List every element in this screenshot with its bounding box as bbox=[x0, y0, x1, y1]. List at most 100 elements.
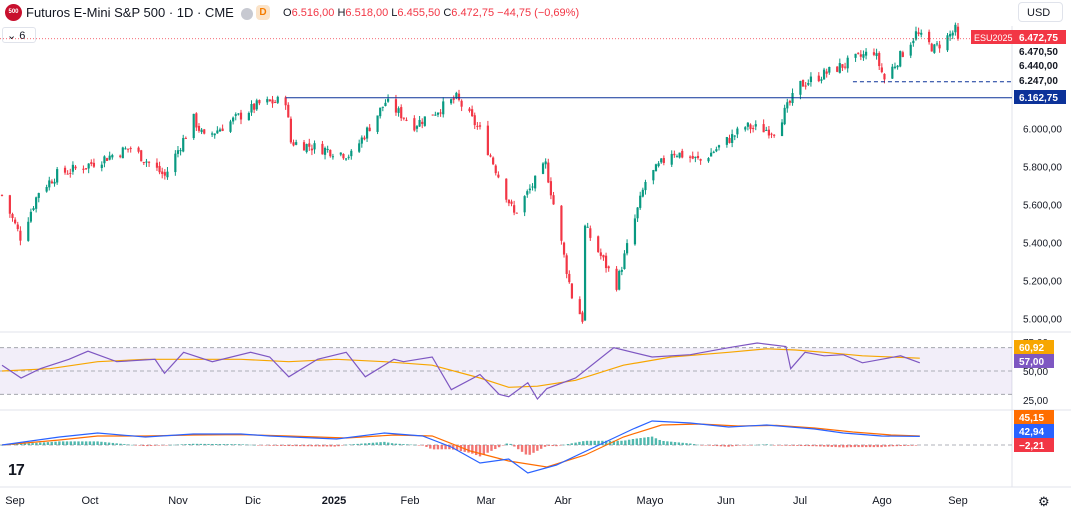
candle bbox=[268, 99, 271, 102]
candle bbox=[87, 163, 90, 169]
candle bbox=[255, 100, 258, 110]
candle bbox=[184, 137, 187, 139]
candle bbox=[16, 224, 19, 230]
macd-histogram-bar bbox=[375, 442, 378, 445]
candle bbox=[436, 112, 440, 115]
macd-histogram-bar bbox=[379, 442, 382, 445]
candle bbox=[384, 102, 387, 107]
macd-histogram-bar bbox=[612, 440, 616, 445]
macd-histogram-bar bbox=[627, 439, 631, 445]
macd-histogram-bar bbox=[0, 445, 4, 446]
macd-histogram-bar bbox=[54, 441, 57, 445]
macd-histogram-bar bbox=[536, 445, 539, 451]
candle bbox=[386, 98, 390, 102]
low-label: L bbox=[391, 7, 398, 19]
macd-histogram-bar bbox=[715, 445, 719, 447]
macd-histogram-bar bbox=[845, 445, 849, 448]
macd-histogram-bar bbox=[299, 445, 302, 447]
macd-histogram-bar bbox=[692, 444, 696, 445]
symbol-logo[interactable]: 500 bbox=[5, 4, 22, 21]
candle bbox=[434, 114, 437, 116]
macd-histogram-bar bbox=[796, 445, 799, 446]
candle bbox=[92, 162, 96, 167]
candle bbox=[935, 43, 939, 45]
macd-histogram-bar bbox=[811, 445, 814, 447]
macd-histogram-bar bbox=[325, 445, 329, 447]
candle bbox=[657, 163, 660, 167]
candle bbox=[673, 153, 676, 156]
macd-histogram-bar bbox=[119, 443, 122, 445]
candle bbox=[108, 155, 111, 160]
macd-histogram-bar bbox=[857, 445, 860, 448]
candle bbox=[274, 102, 277, 104]
candle bbox=[247, 112, 250, 121]
macd-histogram-bar bbox=[482, 445, 486, 455]
macd-histogram-bar bbox=[582, 441, 585, 445]
macd-histogram-bar bbox=[268, 445, 271, 446]
candle bbox=[689, 156, 692, 158]
macd-value-label: 42,94 bbox=[1019, 427, 1044, 438]
candle bbox=[250, 104, 253, 113]
macd-histogram-bar bbox=[46, 442, 50, 445]
candle bbox=[633, 218, 637, 245]
macd-histogram-bar bbox=[654, 438, 658, 445]
candle bbox=[541, 163, 545, 174]
candle bbox=[126, 148, 130, 150]
delayed-data-badge[interactable]: D bbox=[256, 5, 270, 20]
macd-histogram-bar bbox=[719, 445, 723, 447]
candle bbox=[733, 135, 736, 137]
candle bbox=[32, 208, 35, 210]
candle bbox=[786, 102, 789, 109]
macd-histogram-bar bbox=[199, 443, 203, 445]
currency-selector[interactable]: USD bbox=[1018, 2, 1063, 22]
gear-icon[interactable]: ⚙ bbox=[1038, 494, 1050, 509]
macd-histogram-bar bbox=[77, 441, 80, 445]
candle bbox=[526, 191, 529, 195]
macd-histogram-bar bbox=[822, 445, 826, 447]
candle bbox=[287, 104, 290, 118]
macd-histogram-bar bbox=[421, 445, 424, 446]
macd-histogram-bar bbox=[884, 445, 887, 447]
y-tick-label: 5.000,00 bbox=[1023, 315, 1062, 326]
macd-histogram-bar bbox=[800, 445, 803, 446]
macd-histogram-bar bbox=[291, 445, 294, 447]
candle bbox=[728, 137, 731, 143]
candle bbox=[510, 201, 513, 204]
candle bbox=[289, 118, 292, 143]
macd-histogram-bar bbox=[73, 441, 76, 445]
symbol-tag-bg bbox=[971, 30, 1014, 44]
macd-histogram-bar bbox=[593, 440, 596, 445]
candle bbox=[339, 152, 342, 155]
candle bbox=[949, 33, 952, 37]
price-label: 6.247,00 bbox=[1019, 76, 1058, 87]
candle bbox=[37, 193, 40, 198]
candle bbox=[258, 100, 261, 104]
open-value: 6.516,00 bbox=[291, 7, 335, 19]
macd-histogram-bar bbox=[272, 445, 275, 446]
macd-histogram-bar bbox=[723, 445, 726, 447]
market-status-icon[interactable] bbox=[241, 8, 253, 20]
macd-histogram-bar bbox=[440, 445, 443, 450]
candle bbox=[145, 161, 148, 163]
macd-histogram-bar bbox=[398, 443, 401, 445]
candle bbox=[129, 148, 132, 150]
macd-histogram-bar bbox=[803, 445, 807, 447]
macd-histogram-bar bbox=[467, 445, 470, 453]
price-label-bg bbox=[1014, 44, 1066, 58]
tradingview-logo[interactable]: 17 bbox=[8, 462, 25, 479]
candle bbox=[71, 164, 75, 172]
macd-histogram-bar bbox=[23, 443, 27, 445]
candle bbox=[271, 99, 274, 104]
candle bbox=[84, 168, 88, 170]
candle bbox=[901, 52, 904, 57]
high-label: H bbox=[337, 7, 346, 19]
macd-value-bg bbox=[1014, 424, 1054, 438]
macd-histogram-bar bbox=[532, 445, 535, 453]
macd-value-label: −2,21 bbox=[1019, 441, 1045, 452]
macd-histogram-bar bbox=[84, 441, 88, 445]
symbol-title[interactable]: Futuros E-Mini S&P 500 · 1D · CME bbox=[26, 5, 234, 20]
candle bbox=[418, 119, 421, 127]
macd-histogram-bar bbox=[203, 443, 206, 445]
candle bbox=[100, 164, 103, 169]
